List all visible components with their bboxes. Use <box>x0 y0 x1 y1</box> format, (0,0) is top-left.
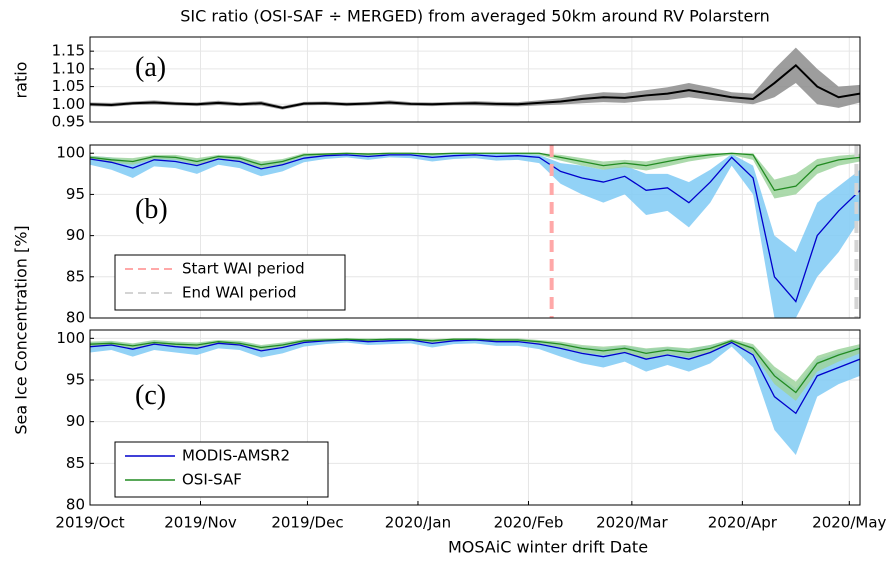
chart-title: SIC ratio (OSI-SAF ÷ MERGED) from averag… <box>180 7 770 26</box>
y-tick-label: 85 <box>66 267 85 285</box>
range-band <box>90 153 860 199</box>
legend-label: OSI-SAF <box>182 471 242 489</box>
panel-label: (c) <box>135 380 166 411</box>
plot-frame <box>89 36 861 123</box>
range-band <box>90 338 860 401</box>
plot-area <box>90 145 860 318</box>
y-tick-label: 90 <box>66 412 85 430</box>
x-tick-label: 2020/Mar <box>596 514 668 532</box>
range-band <box>90 153 860 318</box>
y-tick-label: 95 <box>66 185 85 203</box>
plot-frame <box>89 329 861 506</box>
plot-area <box>90 47 860 110</box>
plot-frame <box>89 144 861 319</box>
range-band <box>90 338 860 455</box>
y-tick-label: 80 <box>66 496 85 514</box>
y-tick-label: 1.05 <box>52 77 85 95</box>
y-axis-label: ratio <box>12 62 31 99</box>
x-axis-label: MOSAiC winter drift Date <box>448 538 648 557</box>
legend-box <box>114 441 329 498</box>
y-tick-label: 1.00 <box>52 95 85 113</box>
legend-label: End WAI period <box>182 284 297 302</box>
plot-area <box>90 338 860 455</box>
y-tick-label: 95 <box>66 371 85 389</box>
data-line <box>90 63 860 109</box>
data-line <box>90 154 860 303</box>
y-tick-label: 100 <box>56 144 85 162</box>
y-tick-label: 80 <box>66 309 85 327</box>
x-tick-label: 2020/Apr <box>708 514 778 532</box>
y-axis-label: Sea Ice Concentration [%] <box>12 225 31 434</box>
panel-label: (b) <box>135 194 168 225</box>
x-tick-label: 2020/May <box>812 514 886 532</box>
y-tick-label: 90 <box>66 226 85 244</box>
legend-label: MODIS-AMSR2 <box>182 447 290 465</box>
y-tick-label: 100 <box>56 329 85 347</box>
x-tick-label: 2020/Jan <box>385 514 451 532</box>
x-tick-label: 2019/Dec <box>271 514 343 532</box>
x-tick-label: 2020/Feb <box>494 514 564 532</box>
y-tick-label: 0.95 <box>52 113 85 131</box>
legend-label: Start WAI period <box>182 260 305 278</box>
y-tick-label: 1.10 <box>52 59 85 77</box>
data-line <box>90 338 860 394</box>
y-tick-label: 85 <box>66 454 85 472</box>
y-tick-label: 1.15 <box>52 42 85 60</box>
x-tick-label: 2019/Nov <box>164 514 237 532</box>
data-line <box>90 152 860 192</box>
panel-label: (a) <box>135 52 166 83</box>
legend-box <box>114 254 346 311</box>
x-tick-label: 2019/Oct <box>55 514 124 532</box>
data-line <box>90 339 860 415</box>
